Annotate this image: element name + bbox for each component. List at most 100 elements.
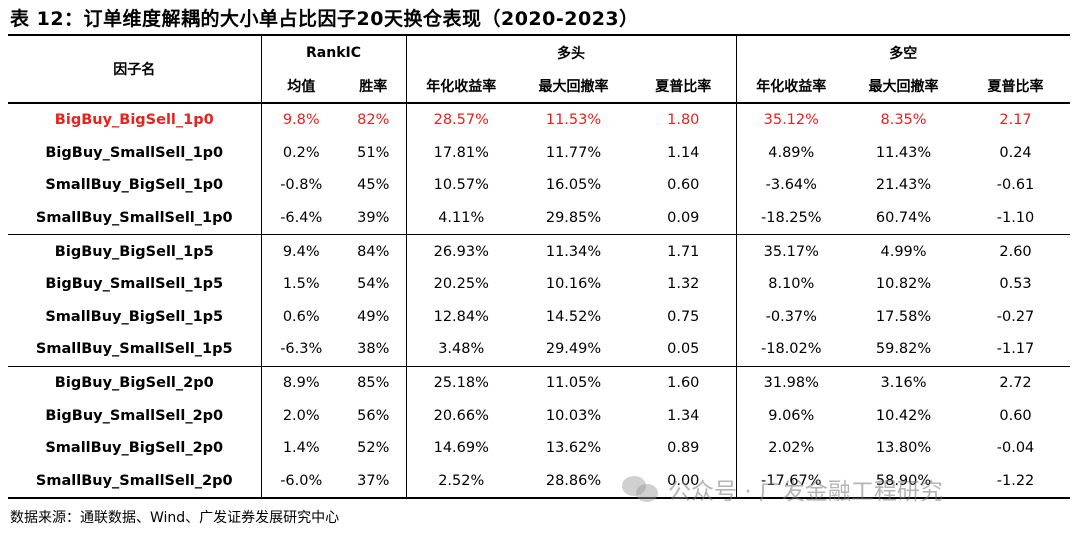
cell-ls-sharpe: 2.72 — [961, 365, 1071, 400]
header-ls-sharpe: 夏普比率 — [961, 69, 1071, 104]
cell-long-return: 17.81% — [405, 136, 516, 170]
table-row: BigBuy_SmallSell_1p5 1.5% 54% 20.25% 10.16% 1… — [8, 267, 1070, 301]
cell-long-drawdown: 11.77% — [545, 144, 602, 161]
header-long-return: 年化收益率 — [405, 69, 516, 104]
cell-long-drawdown: 14.52% — [545, 308, 602, 325]
cell-long-drawdown: 29.49% — [545, 341, 602, 358]
cell-long-drawdown: 13.62% — [545, 440, 602, 457]
cell-long-drawdown: 11.34% — [516, 234, 631, 268]
cell-ls-return: -0.37% — [735, 300, 847, 334]
cell-long-return: 4.11% — [405, 201, 516, 235]
cell-ls-return: 31.98% — [735, 365, 847, 400]
cell-rankic-winrate: 84% — [341, 234, 406, 268]
cell-long-sharpe: 0.75 — [667, 308, 700, 325]
cell-rankic-mean: 9.4% — [260, 234, 341, 268]
cell-ls-sharpe: 2.17 — [999, 112, 1032, 129]
cell-long-drawdown: 11.53% — [545, 112, 602, 129]
cell-rankic-winrate: 85% — [341, 365, 406, 400]
cell-ls-drawdown: 21.43% — [875, 177, 932, 194]
cell-factor-name: SmallBuy_SmallSell_1p5 — [35, 341, 233, 358]
cell-long-drawdown: 11.05% — [516, 365, 631, 400]
cell-rankic-mean: 1.5% — [260, 267, 341, 301]
cell-ls-sharpe: 0.24 — [999, 144, 1032, 161]
cell-ls-return: 4.89% — [735, 136, 847, 170]
cell-long-return: 3.48% — [405, 333, 516, 367]
cell-factor-name: SmallBuy_BigSell_1p0 — [45, 177, 224, 194]
cell-rankic-winrate: 51% — [357, 144, 390, 161]
cell-ls-drawdown: 10.82% — [875, 276, 932, 293]
header-rankic: RankIC — [260, 34, 406, 69]
cell-factor-name: SmallBuy_BigSell_1p5 — [45, 308, 224, 325]
cell-long-return: 12.84% — [405, 300, 516, 334]
header-long-drawdown: 最大回撤率 — [516, 69, 631, 104]
cell-long-drawdown: 29.85% — [545, 210, 602, 227]
cell-long-sharpe: 0.00 — [631, 464, 737, 500]
cell-long-drawdown: 16.05% — [545, 177, 602, 194]
cell-long-return: 20.25% — [405, 267, 516, 301]
cell-ls-sharpe: -1.22 — [961, 464, 1071, 500]
cell-ls-drawdown: 8.35% — [880, 112, 927, 129]
cell-ls-drawdown: 10.42% — [875, 407, 932, 424]
cell-ls-sharpe: -1.17 — [996, 341, 1035, 358]
cell-rankic-winrate: 54% — [357, 276, 390, 293]
cell-factor-name: BigBuy_SmallSell_1p0 — [45, 144, 224, 161]
cell-rankic-winrate: 49% — [357, 308, 390, 325]
cell-ls-sharpe: -0.04 — [996, 440, 1035, 457]
cell-factor-name: SmallBuy_SmallSell_1p0 — [35, 210, 233, 227]
cell-factor-name: SmallBuy_SmallSell_2p0 — [8, 464, 261, 500]
cell-ls-sharpe: 0.60 — [999, 407, 1032, 424]
cell-rankic-mean: 2.0% — [260, 399, 341, 432]
cell-rankic-winrate: 82% — [357, 112, 390, 129]
factor-performance-table: 因子名 RankIC 多头 多空 均值 胜率 年化收益率 最大回撤率 夏普比率 … — [8, 34, 1071, 500]
table-row: BigBuy_BigSell_1p0 9.8% 82% 28.57% 11.53% 1.8… — [8, 103, 1070, 137]
cell-long-return: 14.69% — [405, 431, 516, 465]
cell-factor-name: BigBuy_BigSell_1p5 — [8, 234, 261, 268]
table-row: BigBuy_SmallSell_2p0 2.0% 56% 20.66% 10.03% 1… — [8, 399, 1070, 432]
cell-long-sharpe: 0.60 — [667, 177, 700, 194]
table-row: SmallBuy_BigSell_2p0 1.4% 52% 14.69% 13.62% 0… — [8, 431, 1070, 465]
cell-rankic-winrate: 56% — [357, 407, 390, 424]
cell-rankic-mean: -6.0% — [260, 464, 341, 500]
table-row: SmallBuy_SmallSell_2p0 -6.0% 37% 2.52% 28.86… — [8, 464, 1071, 500]
cell-ls-drawdown: 11.43% — [875, 144, 932, 161]
header-factor-name: 因子名 — [8, 34, 261, 104]
cell-rankic-mean: 0.6% — [260, 300, 341, 334]
cell-ls-return: -18.25% — [735, 201, 847, 235]
cell-long-sharpe: 1.32 — [667, 276, 700, 293]
cell-rankic-winrate: 37% — [341, 464, 406, 500]
cell-ls-return: 2.02% — [735, 431, 847, 465]
cell-long-return: 20.66% — [405, 399, 516, 432]
cell-ls-return: -18.02% — [735, 333, 847, 367]
cell-long-return: 25.18% — [405, 365, 516, 400]
table-row: BigBuy_BigSell_1p5 9.4% 84% 26.93% 11.34% 1.7… — [8, 234, 1071, 268]
cell-long-sharpe: 1.14 — [667, 144, 700, 161]
header-long: 多头 — [405, 34, 737, 69]
cell-rankic-mean: -0.8% — [260, 169, 341, 202]
table-row: SmallBuy_BigSell_1p0 -0.8% 45% 10.57% 16.05%… — [8, 169, 1070, 202]
cell-long-return: 10.57% — [405, 169, 516, 202]
cell-long-sharpe: 0.09 — [667, 210, 700, 227]
cell-ls-drawdown: 17.58% — [875, 308, 932, 325]
cell-ls-return: -17.67% — [735, 464, 847, 500]
cell-long-drawdown: 28.86% — [516, 464, 631, 500]
cell-long-drawdown: 10.03% — [545, 407, 602, 424]
cell-ls-return: 9.06% — [735, 399, 847, 432]
cell-rankic-mean: 1.4% — [260, 431, 341, 465]
cell-long-sharpe: 1.34 — [667, 407, 700, 424]
cell-rankic-winrate: 45% — [357, 177, 390, 194]
source-note: 数据来源：通联数据、Wind、广发证券发展研究中心 — [10, 510, 340, 526]
cell-long-sharpe: 1.60 — [631, 365, 737, 400]
cell-ls-sharpe: -0.61 — [996, 177, 1035, 194]
cell-ls-drawdown: 4.99% — [846, 234, 962, 268]
cell-factor-name: BigBuy_BigSell_1p0 — [54, 112, 214, 129]
header-rankic-mean: 均值 — [260, 69, 341, 104]
table-row: SmallBuy_BigSell_1p5 0.6% 49% 12.84% 14.52% 0… — [8, 300, 1070, 334]
cell-long-return: 28.57% — [405, 103, 516, 137]
cell-ls-return: 35.17% — [735, 234, 847, 268]
cell-rankic-mean: 9.8% — [260, 103, 341, 137]
cell-ls-drawdown: 13.80% — [875, 440, 932, 457]
header-long-short: 多空 — [735, 34, 1071, 69]
cell-ls-sharpe: 2.60 — [961, 234, 1071, 268]
cell-long-sharpe: 1.80 — [667, 112, 700, 129]
cell-long-sharpe: 0.89 — [667, 440, 700, 457]
